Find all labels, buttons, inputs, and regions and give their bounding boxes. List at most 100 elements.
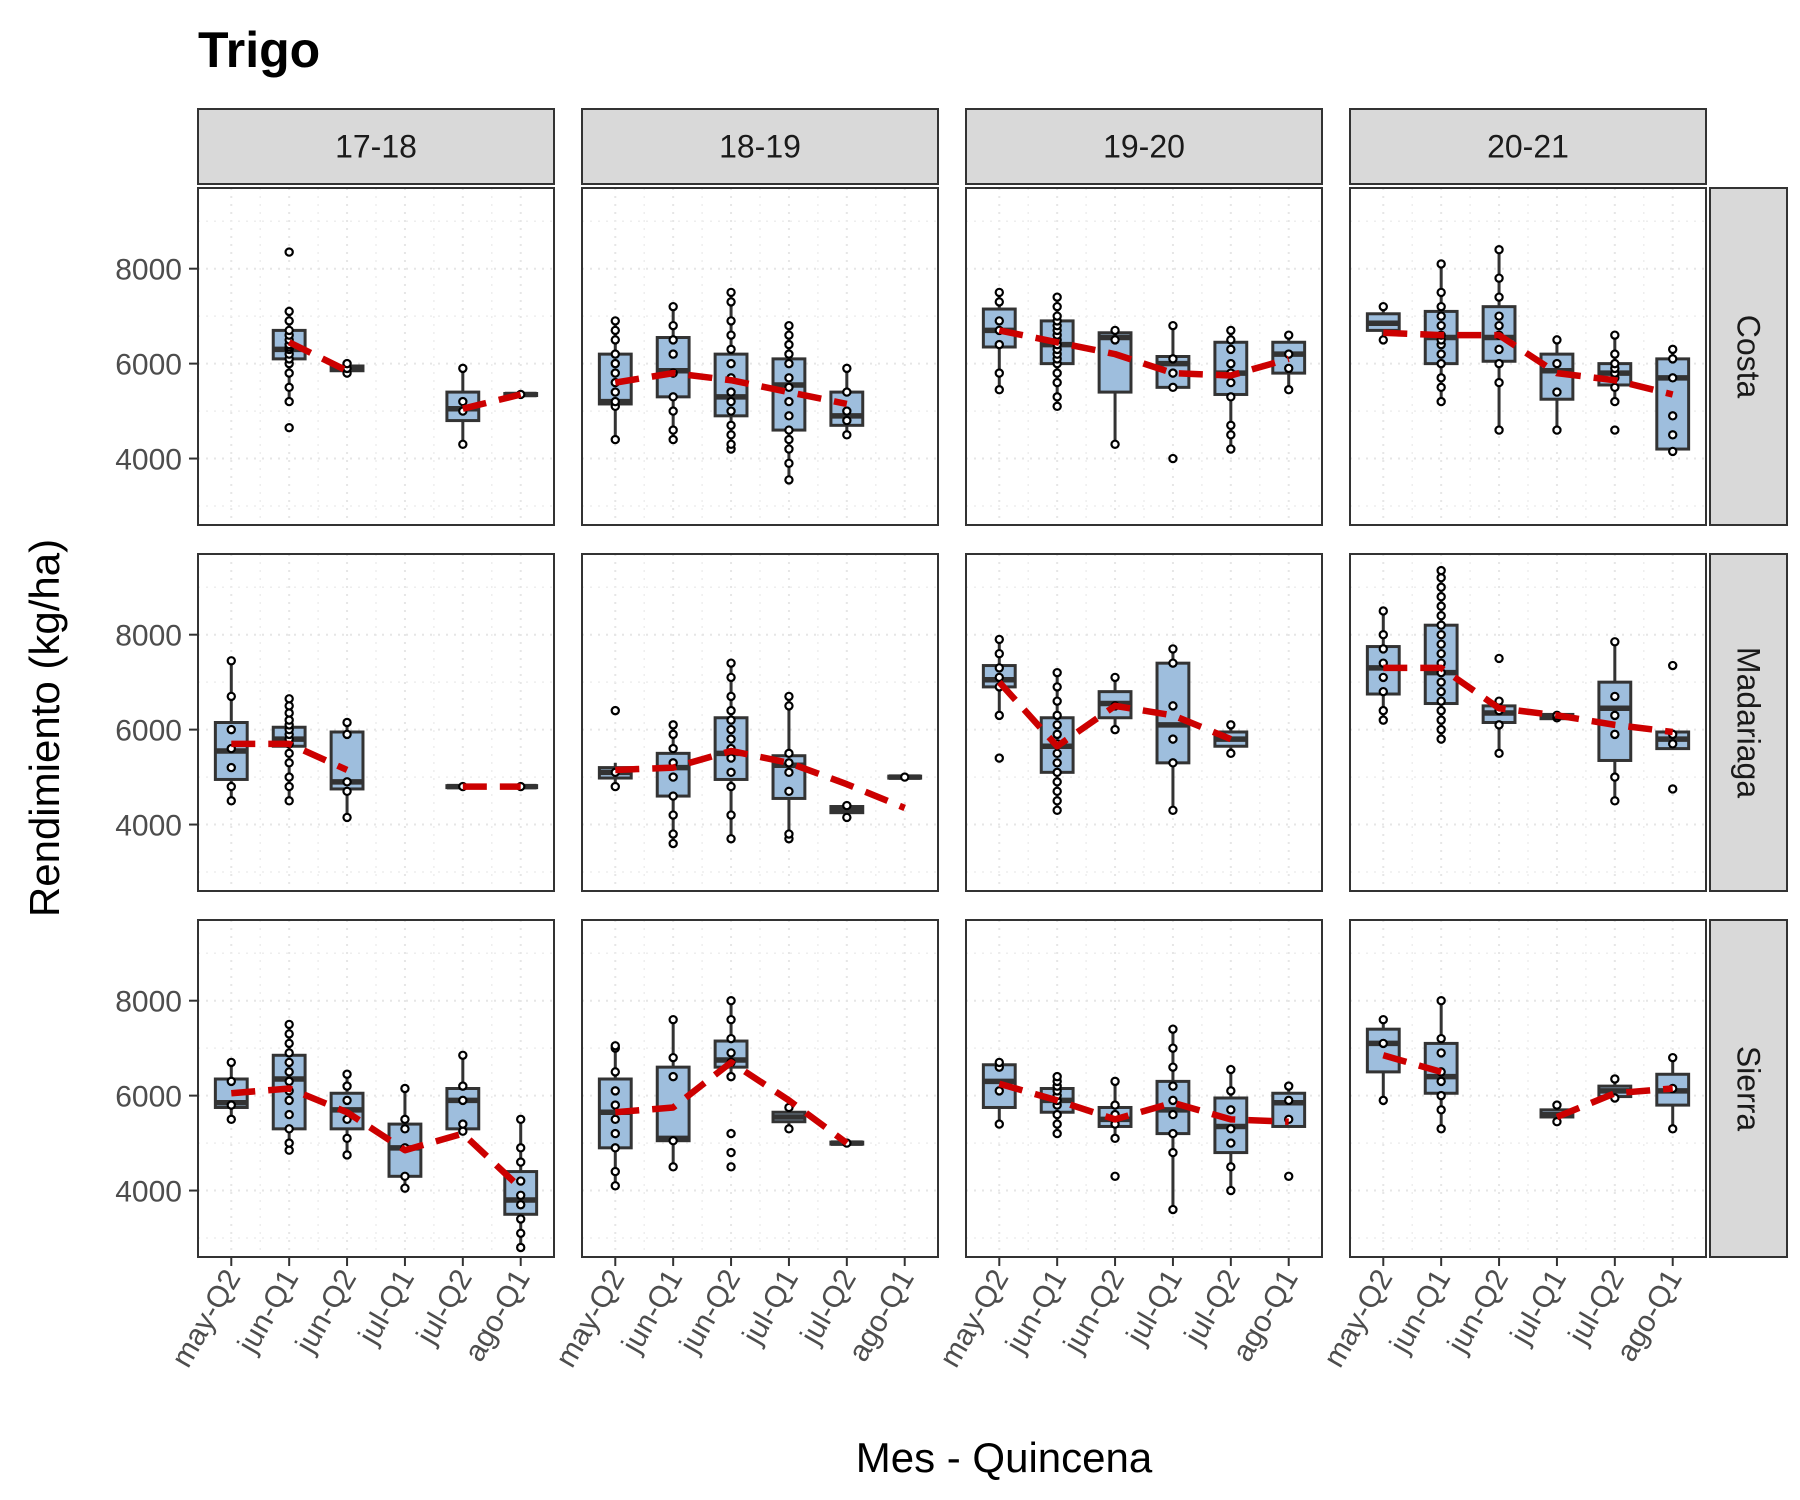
data-point: [668, 838, 678, 849]
x-tick-label: jul-Q1: [352, 1264, 421, 1351]
data-point: [284, 796, 294, 806]
data-point: [726, 1162, 736, 1172]
data-point: [1378, 1038, 1388, 1049]
data-point: [1226, 358, 1236, 369]
data-point: [1110, 1133, 1120, 1144]
data-point: [1226, 392, 1236, 402]
trend-line: [1555, 1085, 1673, 1120]
data-point: [994, 368, 1004, 378]
y-tick-label: 8000: [115, 986, 182, 1019]
data-point: [726, 691, 736, 702]
data-point: [668, 791, 678, 801]
data-point: [784, 425, 794, 435]
data-point: [610, 349, 620, 359]
data-point: [726, 658, 736, 668]
data-point: [1436, 259, 1446, 269]
data-point: [1436, 611, 1446, 621]
y-axis-title: Rendimiento (kg/ha): [21, 539, 68, 917]
data-point: [994, 287, 1004, 298]
trend-line: [1383, 664, 1674, 736]
data-point: [516, 1242, 526, 1253]
data-point: [1110, 724, 1120, 735]
data-point: [1436, 705, 1446, 716]
data-point: [1168, 1062, 1178, 1072]
data-point: [1226, 1064, 1236, 1075]
data-point: [516, 1214, 526, 1224]
data-point: [726, 330, 736, 340]
data-point: [284, 758, 294, 768]
data-point: [516, 1176, 526, 1186]
data-point: [1284, 330, 1294, 340]
trend-line: [462, 391, 522, 412]
data-point: [1436, 734, 1446, 744]
y-tick-label: 6000: [115, 349, 182, 382]
column-strip-label: 18-19: [719, 129, 801, 165]
data-point: [1110, 335, 1120, 345]
data-point: [726, 1147, 736, 1158]
data-point: [1110, 325, 1120, 336]
data-point: [726, 672, 736, 683]
x-tick-label: may-Q2: [1317, 1264, 1399, 1373]
data-point: [400, 1083, 410, 1094]
data-point: [1052, 1109, 1062, 1120]
data-point: [994, 634, 1004, 645]
data-point: [1436, 301, 1446, 312]
data-point: [726, 387, 736, 397]
column-strip: [581, 108, 939, 185]
data-point: [610, 325, 620, 336]
data-point: [226, 796, 236, 806]
data-point: [1436, 1124, 1446, 1134]
data-point: [1436, 565, 1446, 576]
data-point: [284, 368, 294, 378]
data-point: [1610, 772, 1620, 782]
data-point: [1610, 330, 1620, 340]
column-strip-label: 20-21: [1487, 129, 1569, 165]
data-point: [342, 786, 352, 797]
data-point: [342, 1150, 352, 1160]
data-point: [284, 1057, 294, 1068]
trend-line: [231, 1085, 523, 1191]
x-tick-label: may-Q2: [549, 1264, 631, 1373]
data-point: [1168, 734, 1178, 744]
data-point: [226, 1114, 236, 1125]
data-point: [668, 1071, 678, 1082]
data-point: [1284, 385, 1294, 395]
data-point: [1610, 637, 1620, 647]
data-point: [342, 1133, 352, 1144]
data-point: [726, 1128, 736, 1139]
data-point: [668, 743, 678, 754]
data-point: [726, 344, 736, 355]
data-point: [1110, 1171, 1120, 1182]
data-point: [994, 663, 1004, 673]
panel-border: [1349, 187, 1707, 526]
data-point: [668, 392, 678, 402]
data-point: [284, 772, 294, 782]
data-point: [784, 373, 794, 383]
data-point: [1052, 777, 1062, 787]
data-point: [1052, 1071, 1062, 1082]
data-point: [1168, 368, 1178, 378]
trend-line: [615, 1059, 849, 1146]
data-point: [1436, 396, 1446, 407]
row-strip: [1709, 187, 1788, 526]
data-point: [668, 1014, 678, 1025]
data-point: [1052, 729, 1062, 740]
data-point: [1436, 1076, 1446, 1087]
trend-line: [614, 369, 848, 408]
data-point: [284, 1076, 294, 1087]
data-point: [1168, 701, 1178, 711]
data-point: [1168, 658, 1178, 668]
data-point: [1052, 786, 1062, 797]
panel-costa-17-18: [271, 247, 539, 450]
data-point: [458, 439, 468, 450]
data-point: [226, 656, 236, 666]
data-point: [1052, 720, 1062, 730]
data-point: [726, 439, 736, 450]
x-tick-label: jul-Q1: [1504, 1264, 1573, 1351]
data-point: [610, 1041, 620, 1051]
data-point: [458, 363, 468, 374]
data-point: [1436, 311, 1446, 321]
data-point: [516, 1200, 526, 1210]
data-point: [1494, 273, 1504, 283]
data-point: [994, 753, 1004, 763]
